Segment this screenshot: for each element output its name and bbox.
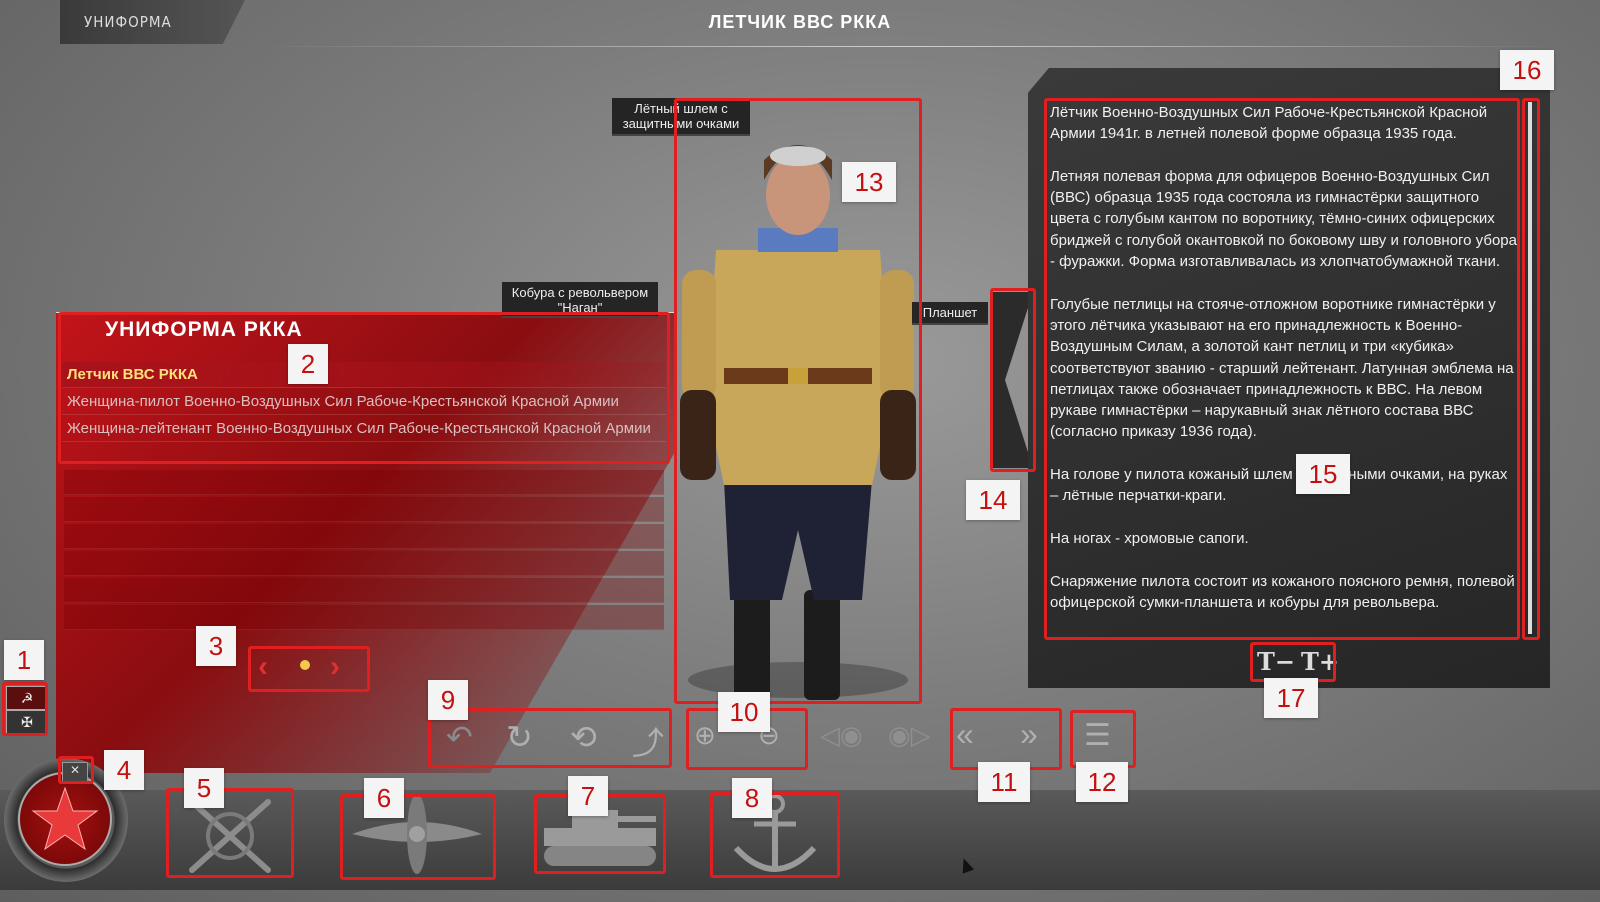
info-list-icon[interactable]: ☰	[1084, 719, 1111, 752]
rotate-up-icon[interactable]: ⤴	[632, 725, 665, 761]
marker-label: 2	[288, 344, 328, 384]
font-decrease-button[interactable]: T−	[1257, 647, 1295, 676]
marker-label: 10	[718, 692, 770, 732]
marker-label: 13	[842, 162, 896, 202]
list-item-empty	[64, 524, 664, 549]
uniform-model[interactable]	[676, 100, 920, 700]
list-item-empty	[64, 578, 664, 603]
marker-box-17	[1250, 642, 1336, 682]
category-armor[interactable]	[538, 790, 662, 880]
page-title: ЛЕТЧИК ВВС РККА	[708, 12, 892, 32]
callout-tablet: Планшет	[912, 302, 988, 325]
marker-label: 3	[196, 626, 236, 666]
close-view-icon[interactable]: ✕	[62, 762, 88, 782]
uniform-list-title: УНИФОРМА РККА	[105, 318, 303, 341]
marker-box-14	[990, 288, 1036, 472]
zoom-in-icon[interactable]: ⊕	[694, 720, 716, 750]
marker-box-13	[674, 98, 922, 704]
category-infantry[interactable]	[172, 790, 288, 880]
marker-label: 14	[966, 480, 1020, 520]
marker-box-2	[58, 312, 670, 464]
marker-label: 1	[4, 640, 44, 680]
marker-box-3	[248, 646, 370, 692]
chevron-left-icon[interactable]: ‹	[258, 650, 268, 683]
marker-label: 12	[1076, 762, 1128, 802]
marker-label: 6	[364, 778, 404, 818]
rotate-back-icon[interactable]: ⟲	[570, 719, 597, 755]
list-item[interactable]: Летчик ВВС РККА	[62, 362, 666, 388]
marker-label: 9	[428, 680, 468, 720]
chevron-right-icon[interactable]: ›	[330, 650, 340, 683]
page-dot-icon	[300, 660, 310, 670]
description-text: Лётчик Военно-Воздушных Сил Рабоче-Крест…	[1050, 104, 1517, 611]
marker-label: 16	[1500, 50, 1554, 90]
marker-label: 7	[568, 776, 608, 816]
section-tab: УНИФОРМА	[60, 0, 245, 44]
font-size-controls: T− T+	[1255, 645, 1339, 681]
next-icon[interactable]: »	[1020, 716, 1038, 752]
marker-box-11	[950, 708, 1062, 770]
list-item-empty	[64, 551, 664, 576]
marker-label: 15	[1296, 454, 1350, 494]
list-item-empty	[64, 605, 664, 630]
description-scrollbar[interactable]	[1528, 102, 1532, 634]
marker-box-5	[166, 788, 294, 878]
description-panel	[1028, 68, 1550, 688]
list-item[interactable]: Женщина-пилот Военно-Воздушных Сил Рабоч…	[62, 389, 666, 415]
list-item[interactable]: Женщина-лейтенант Военно-Воздушных Сил Р…	[62, 416, 666, 442]
category-aviation[interactable]	[342, 790, 492, 880]
marker-label: 17	[1264, 678, 1318, 718]
marker-box-6	[340, 794, 496, 880]
list-pager: ‹ ›	[250, 648, 368, 690]
marker-label: 5	[184, 768, 224, 808]
marker-label: 8	[732, 778, 772, 818]
ussr-flag-icon[interactable]: ☭	[6, 686, 48, 710]
marker-box-1	[2, 682, 48, 736]
font-increase-button[interactable]: T+	[1301, 647, 1339, 676]
view-left-icon[interactable]: ◁◉	[820, 720, 863, 750]
marker-box-15	[1044, 98, 1520, 640]
marker-box-12	[1070, 710, 1136, 768]
list-item-empty	[64, 470, 664, 495]
marker-box-9	[428, 708, 672, 768]
title-divider	[260, 46, 1560, 47]
marker-box-16	[1522, 98, 1540, 640]
marker-label: 11	[978, 762, 1030, 802]
rotate-right-icon[interactable]: ↻	[506, 719, 533, 755]
red-star-icon[interactable]	[18, 772, 112, 866]
list-item-empty	[64, 497, 664, 522]
previous-icon[interactable]: «	[956, 716, 974, 752]
marker-label: 4	[104, 750, 144, 790]
marker-box-4	[58, 756, 94, 784]
undo-icon[interactable]: ↶	[446, 719, 473, 755]
marker-box-8	[710, 792, 840, 878]
view-right-icon[interactable]: ◉▷	[888, 720, 931, 750]
callout-helmet: Лётный шлем с защитными очками	[612, 98, 750, 136]
